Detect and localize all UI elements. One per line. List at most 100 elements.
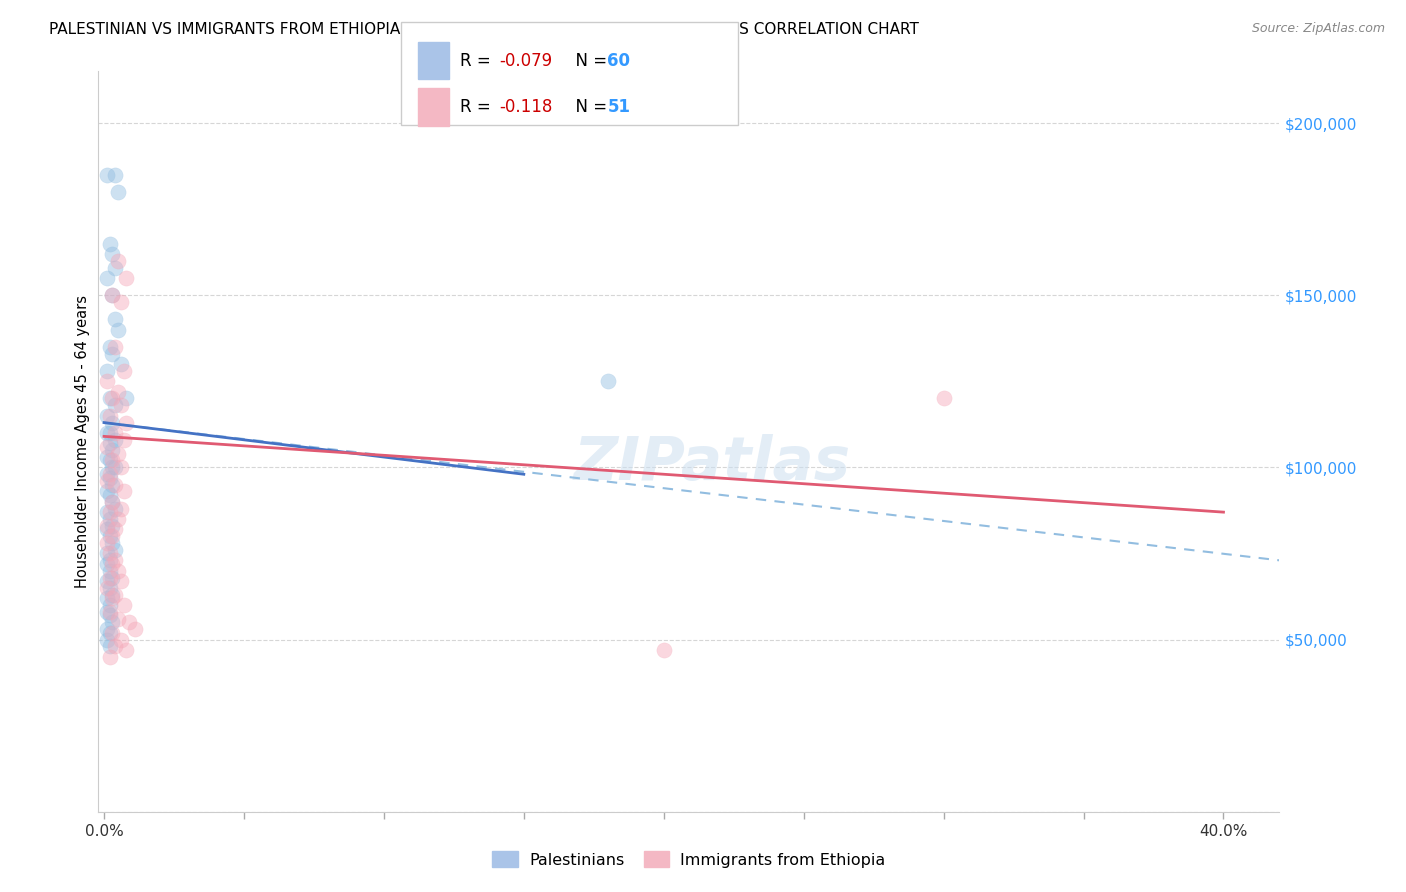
Point xyxy=(96,546,118,560)
Point xyxy=(932,392,955,406)
Text: Source: ZipAtlas.com: Source: ZipAtlas.com xyxy=(1251,22,1385,36)
Point xyxy=(101,588,124,602)
Point xyxy=(104,501,127,516)
Point xyxy=(110,295,132,310)
Point xyxy=(101,557,124,571)
Text: -0.079: -0.079 xyxy=(499,52,553,70)
Point xyxy=(104,477,127,491)
Point xyxy=(104,553,127,567)
Point xyxy=(115,392,138,406)
Point xyxy=(652,643,675,657)
Legend: Palestinians, Immigrants from Ethiopia: Palestinians, Immigrants from Ethiopia xyxy=(486,845,891,874)
Point xyxy=(96,574,118,588)
Point xyxy=(112,433,135,447)
Point xyxy=(96,474,118,488)
Point xyxy=(101,495,124,509)
Point xyxy=(101,591,124,606)
Point xyxy=(110,357,132,371)
Point xyxy=(101,416,124,430)
Point xyxy=(98,512,121,526)
Point xyxy=(96,271,118,285)
Point xyxy=(96,605,118,619)
Point xyxy=(101,453,124,467)
Point xyxy=(104,588,127,602)
Point xyxy=(104,312,127,326)
Point xyxy=(98,546,121,560)
Point xyxy=(101,288,124,302)
Point xyxy=(98,471,121,485)
Point xyxy=(110,501,132,516)
Point xyxy=(101,519,124,533)
Text: N =: N = xyxy=(565,98,613,116)
Point xyxy=(101,477,124,491)
Point xyxy=(98,625,121,640)
Point xyxy=(98,529,121,543)
Point xyxy=(98,436,121,450)
Point xyxy=(596,374,619,388)
Point xyxy=(101,570,124,584)
Point xyxy=(107,447,129,461)
Point xyxy=(96,168,118,182)
Text: PALESTINIAN VS IMMIGRANTS FROM ETHIOPIA HOUSEHOLDER INCOME AGES 45 - 64 YEARS CO: PALESTINIAN VS IMMIGRANTS FROM ETHIOPIA … xyxy=(49,22,920,37)
Point xyxy=(115,643,138,657)
Point xyxy=(104,340,127,354)
Point xyxy=(96,581,118,595)
Point xyxy=(98,608,121,623)
Point xyxy=(101,443,124,458)
Point xyxy=(104,522,127,536)
Point xyxy=(96,622,118,636)
Point xyxy=(104,433,127,447)
Point xyxy=(98,649,121,664)
Point xyxy=(107,612,129,626)
Point xyxy=(96,450,118,464)
Point xyxy=(98,553,121,567)
Point xyxy=(107,564,129,578)
Point xyxy=(101,247,124,261)
Point xyxy=(98,605,121,619)
Point xyxy=(101,529,124,543)
Point xyxy=(101,392,124,406)
Point xyxy=(107,185,129,199)
Point xyxy=(96,505,118,519)
Point xyxy=(98,581,121,595)
Point xyxy=(98,570,121,584)
Point xyxy=(96,557,118,571)
Point xyxy=(96,467,118,482)
Point xyxy=(96,536,118,550)
Point xyxy=(96,440,118,454)
Point xyxy=(98,640,121,654)
Text: -0.118: -0.118 xyxy=(499,98,553,116)
Text: ZIPatlas: ZIPatlas xyxy=(574,434,851,493)
Y-axis label: Householder Income Ages 45 - 64 years: Householder Income Ages 45 - 64 years xyxy=(75,295,90,588)
Point xyxy=(104,260,127,275)
Point xyxy=(98,598,121,612)
Point xyxy=(110,574,132,588)
Point xyxy=(104,640,127,654)
Point xyxy=(107,512,129,526)
Point xyxy=(101,536,124,550)
Text: R =: R = xyxy=(460,98,496,116)
Point xyxy=(115,271,138,285)
Point xyxy=(98,453,121,467)
Point xyxy=(124,622,146,636)
Point xyxy=(101,460,124,475)
Point xyxy=(96,632,118,647)
Point xyxy=(110,632,132,647)
Point xyxy=(98,425,121,440)
Point xyxy=(112,484,135,499)
Point xyxy=(98,505,121,519)
Point xyxy=(96,591,118,606)
Point xyxy=(98,236,121,251)
Point xyxy=(107,384,129,399)
Text: 51: 51 xyxy=(607,98,630,116)
Point xyxy=(96,484,118,499)
Point xyxy=(101,625,124,640)
Point xyxy=(98,409,121,423)
Point xyxy=(118,615,141,630)
Point xyxy=(98,392,121,406)
Point xyxy=(104,460,127,475)
Point xyxy=(110,398,132,412)
Point xyxy=(104,168,127,182)
Point xyxy=(96,522,118,536)
Point xyxy=(112,364,135,378)
